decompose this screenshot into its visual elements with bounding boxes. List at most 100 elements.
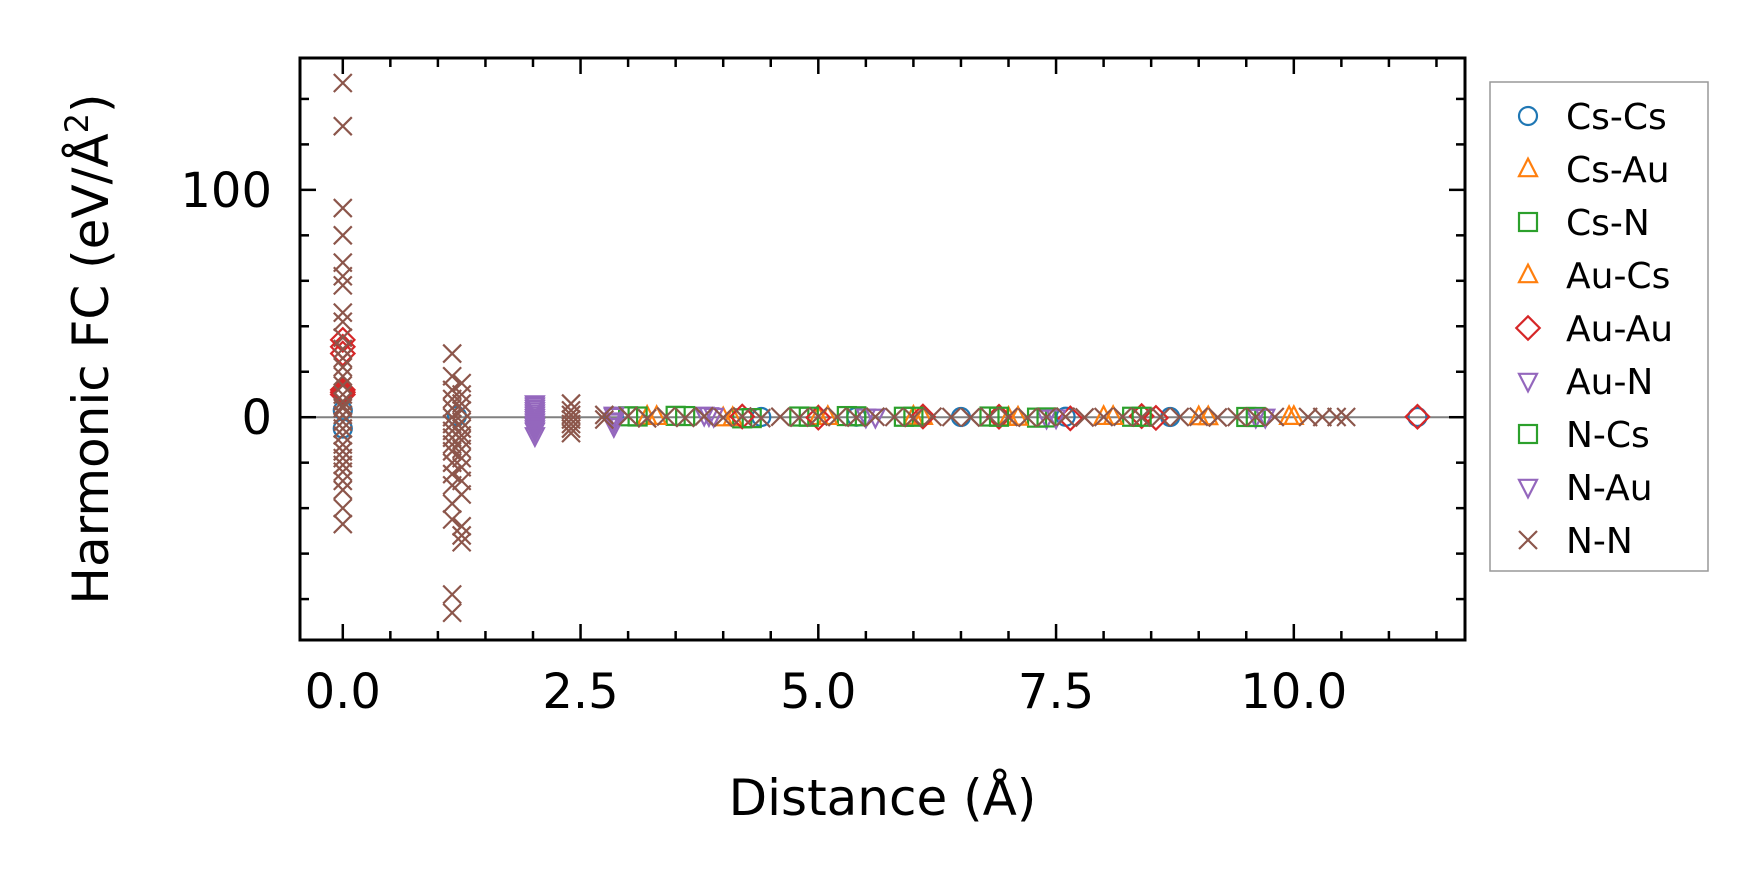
data-point-n-n (442, 509, 462, 530)
data-point-n-n (333, 311, 353, 332)
data-point-n-n (442, 366, 462, 387)
legend-label: Au-Cs (1566, 256, 1670, 297)
data-point-n-n (333, 116, 353, 136)
data-point-n-n (561, 423, 581, 443)
data-point-n-n (451, 425, 472, 446)
series-n-au (524, 397, 1277, 442)
data-point-n-cs (846, 406, 867, 427)
data-point-n-n (442, 389, 462, 409)
data-point-n-n (1017, 407, 1038, 428)
data-point-n-n (656, 406, 676, 427)
data-point-n-n (451, 457, 472, 477)
data-point-n-n (751, 408, 772, 428)
legend-label: N-Au (1566, 468, 1653, 509)
data-point-n-n (998, 407, 1019, 427)
y-axis-label-main: Harmonic FC (eV/Å (62, 133, 120, 604)
data-point-n-n (442, 380, 462, 400)
data-point-n-n (333, 357, 353, 377)
data-point-au-cs (817, 403, 839, 426)
data-point-au-au (329, 326, 357, 354)
data-point-n-n (333, 366, 353, 387)
legend-label: Cs-Cs (1566, 97, 1667, 138)
data-point-n-n (333, 396, 353, 416)
data-point-n-n (594, 409, 615, 430)
data-point-n-n (827, 407, 848, 427)
data-point-n-cs (1036, 407, 1057, 428)
data-point-n-n (1188, 406, 1209, 427)
data-point-au-au (728, 403, 756, 430)
data-point-n-n (561, 409, 581, 430)
data-point-au-cs (1197, 404, 1220, 426)
y-axis-label: Harmonic FC (eV/Å2) (58, 93, 120, 604)
data-point-n-cs (675, 405, 696, 427)
data-point-au-cs (721, 405, 744, 427)
data-marks (329, 73, 1431, 623)
x-tick-label: 2.5 (542, 664, 618, 720)
data-point-n-n (884, 407, 905, 427)
data-point-n-n (561, 405, 581, 425)
data-point-n-n (1312, 407, 1333, 427)
y-tick-label: 100 (180, 163, 272, 219)
data-point-n-n (333, 441, 353, 462)
data-point-n-n (333, 471, 353, 491)
data-point-n-n (1246, 407, 1266, 427)
data-point-n-n (333, 455, 353, 475)
data-point-n-n (333, 198, 353, 218)
legend-marker-au-au (1514, 314, 1542, 342)
data-point-n-n (333, 275, 353, 296)
data-point-n-n (903, 408, 924, 428)
data-point-n-n (451, 384, 472, 405)
data-point-n-n (333, 266, 353, 287)
series-au-cs (645, 403, 1300, 427)
data-point-n-n (333, 375, 353, 396)
data-point-n-n (618, 406, 638, 426)
plot-frame (298, 56, 1467, 642)
data-point-n-n (561, 414, 581, 434)
data-point-n-n (1150, 407, 1171, 427)
data-point-n-n (789, 407, 810, 428)
axis-ticks (300, 58, 1465, 640)
data-point-n-n (713, 407, 733, 428)
data-point-n-n (1336, 407, 1356, 427)
legend-marker-au-cs (1517, 262, 1539, 284)
data-point-cs-cs (332, 418, 353, 439)
data-point-n-n (1226, 407, 1247, 427)
data-point-n-n (865, 406, 886, 427)
data-point-n-n (770, 406, 791, 427)
legend-label: Au-Au (1566, 309, 1673, 350)
data-point-n-n (333, 252, 353, 273)
legend-marker-n-n (1518, 530, 1538, 550)
data-point-n-au (1045, 409, 1067, 431)
legend-marker-n-cs (1517, 423, 1539, 445)
data-point-n-n (333, 73, 353, 93)
data-point-n-n (333, 448, 353, 468)
data-point-n-n (1055, 406, 1076, 427)
data-point-n-n (1169, 407, 1190, 427)
data-point-n-n (561, 418, 581, 439)
data-point-n-n (451, 532, 472, 553)
data-point-n-n (442, 407, 462, 427)
data-point-n-n (1298, 407, 1318, 427)
data-point-n-n (594, 405, 615, 425)
legend-marker-cs-n (1517, 211, 1539, 233)
x-tick-label: 0.0 (305, 664, 381, 720)
y-axis-label-superscript: 2 (58, 113, 96, 133)
data-point-n-n (451, 525, 472, 546)
data-point-n-n (442, 343, 462, 364)
data-point-n-n (442, 602, 462, 623)
data-point-n-n (333, 302, 353, 323)
data-point-au-au (329, 378, 357, 406)
data-point-n-n (1074, 407, 1095, 428)
series-n-n (333, 73, 1356, 623)
data-point-n-n (732, 406, 753, 427)
data-point-n-n (333, 480, 353, 500)
legend-label: Cs-Au (1566, 150, 1670, 191)
data-point-n-n (960, 407, 981, 428)
legend-label: Cs-N (1566, 203, 1650, 244)
data-point-au-au (805, 404, 832, 431)
data-point-n-n (333, 418, 353, 439)
data-point-n-n (694, 406, 714, 427)
data-point-n-n (941, 407, 962, 427)
data-point-n-n (333, 398, 353, 418)
